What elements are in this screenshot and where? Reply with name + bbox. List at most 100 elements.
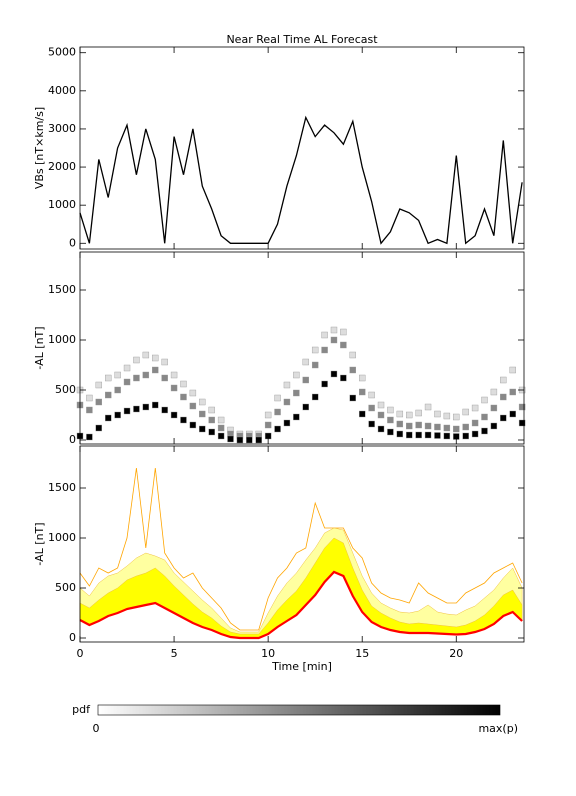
y-tick-label: 500	[55, 383, 76, 396]
y-tick-label: 2000	[48, 160, 76, 173]
y-tick-label: 4000	[48, 84, 76, 97]
pdf-cell	[349, 394, 356, 402]
pdf-cell	[359, 410, 366, 418]
pdf-cell	[199, 398, 206, 406]
pdf-cell	[434, 432, 441, 439]
pdf-cell	[434, 410, 441, 418]
pdf-cell	[86, 394, 93, 402]
plot-frame	[79, 445, 525, 643]
pdf-cell	[311, 393, 319, 401]
pdf-cell	[321, 380, 328, 388]
pdf-cell	[152, 366, 159, 374]
pdf-cell	[274, 408, 281, 416]
pdf-cell	[471, 404, 479, 412]
pdf-cell	[199, 425, 206, 433]
pdf-cell	[396, 420, 404, 428]
colorbar-min: 0	[93, 722, 100, 735]
y-axis-label: -AL [nT]	[33, 326, 46, 369]
pdf-cell	[123, 407, 131, 415]
pdf-cell	[453, 425, 460, 433]
pdf-cell	[349, 351, 356, 359]
pdf-cell	[152, 401, 159, 409]
x-tick-label: 20	[449, 647, 463, 660]
pdf-cell	[368, 391, 375, 399]
pdf-cell	[105, 414, 112, 422]
pdf-cell	[208, 428, 215, 436]
pdf-cell	[161, 358, 168, 366]
pdf-cell	[443, 412, 451, 420]
pdf-cell	[377, 425, 385, 433]
pdf-cell	[302, 376, 309, 384]
pdf-cell	[161, 406, 168, 414]
pdf-cell	[274, 425, 281, 433]
pdf-cell	[481, 396, 488, 404]
colorbar-max: max(p)	[478, 722, 518, 735]
pdf-cell	[180, 380, 187, 388]
pdf-cell	[170, 384, 178, 392]
pdf-cell	[509, 388, 516, 396]
x-tick-label: 5	[171, 647, 178, 660]
y-axis-label: -AL [nT]	[33, 522, 46, 565]
pdf-cell	[518, 403, 526, 411]
pdf-cell	[387, 416, 394, 424]
median-line	[79, 570, 523, 640]
pdf-cell	[283, 381, 291, 389]
pdf-cell	[500, 414, 507, 422]
y-tick-label: 3000	[48, 122, 76, 135]
pdf-cell	[340, 328, 347, 336]
pdf-cell	[406, 422, 413, 430]
pdf-cell	[424, 422, 432, 430]
pdf-cell	[114, 411, 121, 419]
pdf-cell	[236, 436, 244, 444]
pdf-cell	[217, 432, 225, 440]
pdf-cell	[481, 427, 488, 435]
pdf-cell	[443, 424, 451, 432]
x-tick-label: 15	[355, 647, 369, 660]
pdf-cell	[311, 361, 319, 369]
pdf-cell	[321, 331, 328, 339]
pdf-cell	[114, 371, 121, 379]
pdf-cell	[86, 433, 93, 441]
pdf-cell	[321, 346, 328, 354]
pdf-cell	[415, 409, 422, 417]
pdf-cell	[311, 346, 319, 354]
pdf-cell	[264, 411, 272, 419]
pdf-cell	[415, 421, 422, 429]
pdf-cell	[368, 404, 375, 412]
pdf-cell	[462, 423, 469, 431]
pdf-cell	[509, 410, 516, 418]
pdf-cell	[161, 374, 168, 382]
pdf-cell	[180, 393, 187, 401]
y-tick-label: 1000	[48, 333, 76, 346]
pdf-cell	[274, 394, 281, 402]
y-tick-label: 500	[55, 581, 76, 594]
pdf-cell	[462, 432, 469, 440]
pdf-cell	[208, 406, 215, 414]
pdf-cell	[133, 356, 140, 364]
pdf-cell	[217, 416, 225, 424]
pdf-cell	[227, 435, 234, 443]
pdf-cell	[340, 341, 347, 349]
x-tick-label: 0	[77, 647, 84, 660]
pdf-cell	[189, 402, 197, 410]
pdf-cell	[387, 406, 394, 414]
pdf-cell	[471, 430, 479, 438]
pdf-cell	[377, 401, 385, 409]
colorbar-label: pdf	[72, 703, 91, 716]
pdf-cell	[95, 398, 103, 406]
pdf-cell	[396, 430, 404, 438]
pdf-cell	[142, 351, 150, 359]
pdf-cell	[424, 403, 432, 411]
pdf-cell	[359, 388, 366, 396]
pdf-cell	[114, 386, 121, 394]
pdf-cell	[189, 421, 197, 429]
pdf-cell	[142, 403, 150, 411]
pdf-cell	[189, 389, 197, 397]
pdf-cell	[424, 431, 432, 439]
y-tick-label: 1000	[48, 531, 76, 544]
pdf-cell	[406, 431, 413, 439]
x-tick-label: 10	[261, 647, 275, 660]
pdf-cell	[340, 374, 347, 382]
pdf-cell	[349, 366, 356, 374]
